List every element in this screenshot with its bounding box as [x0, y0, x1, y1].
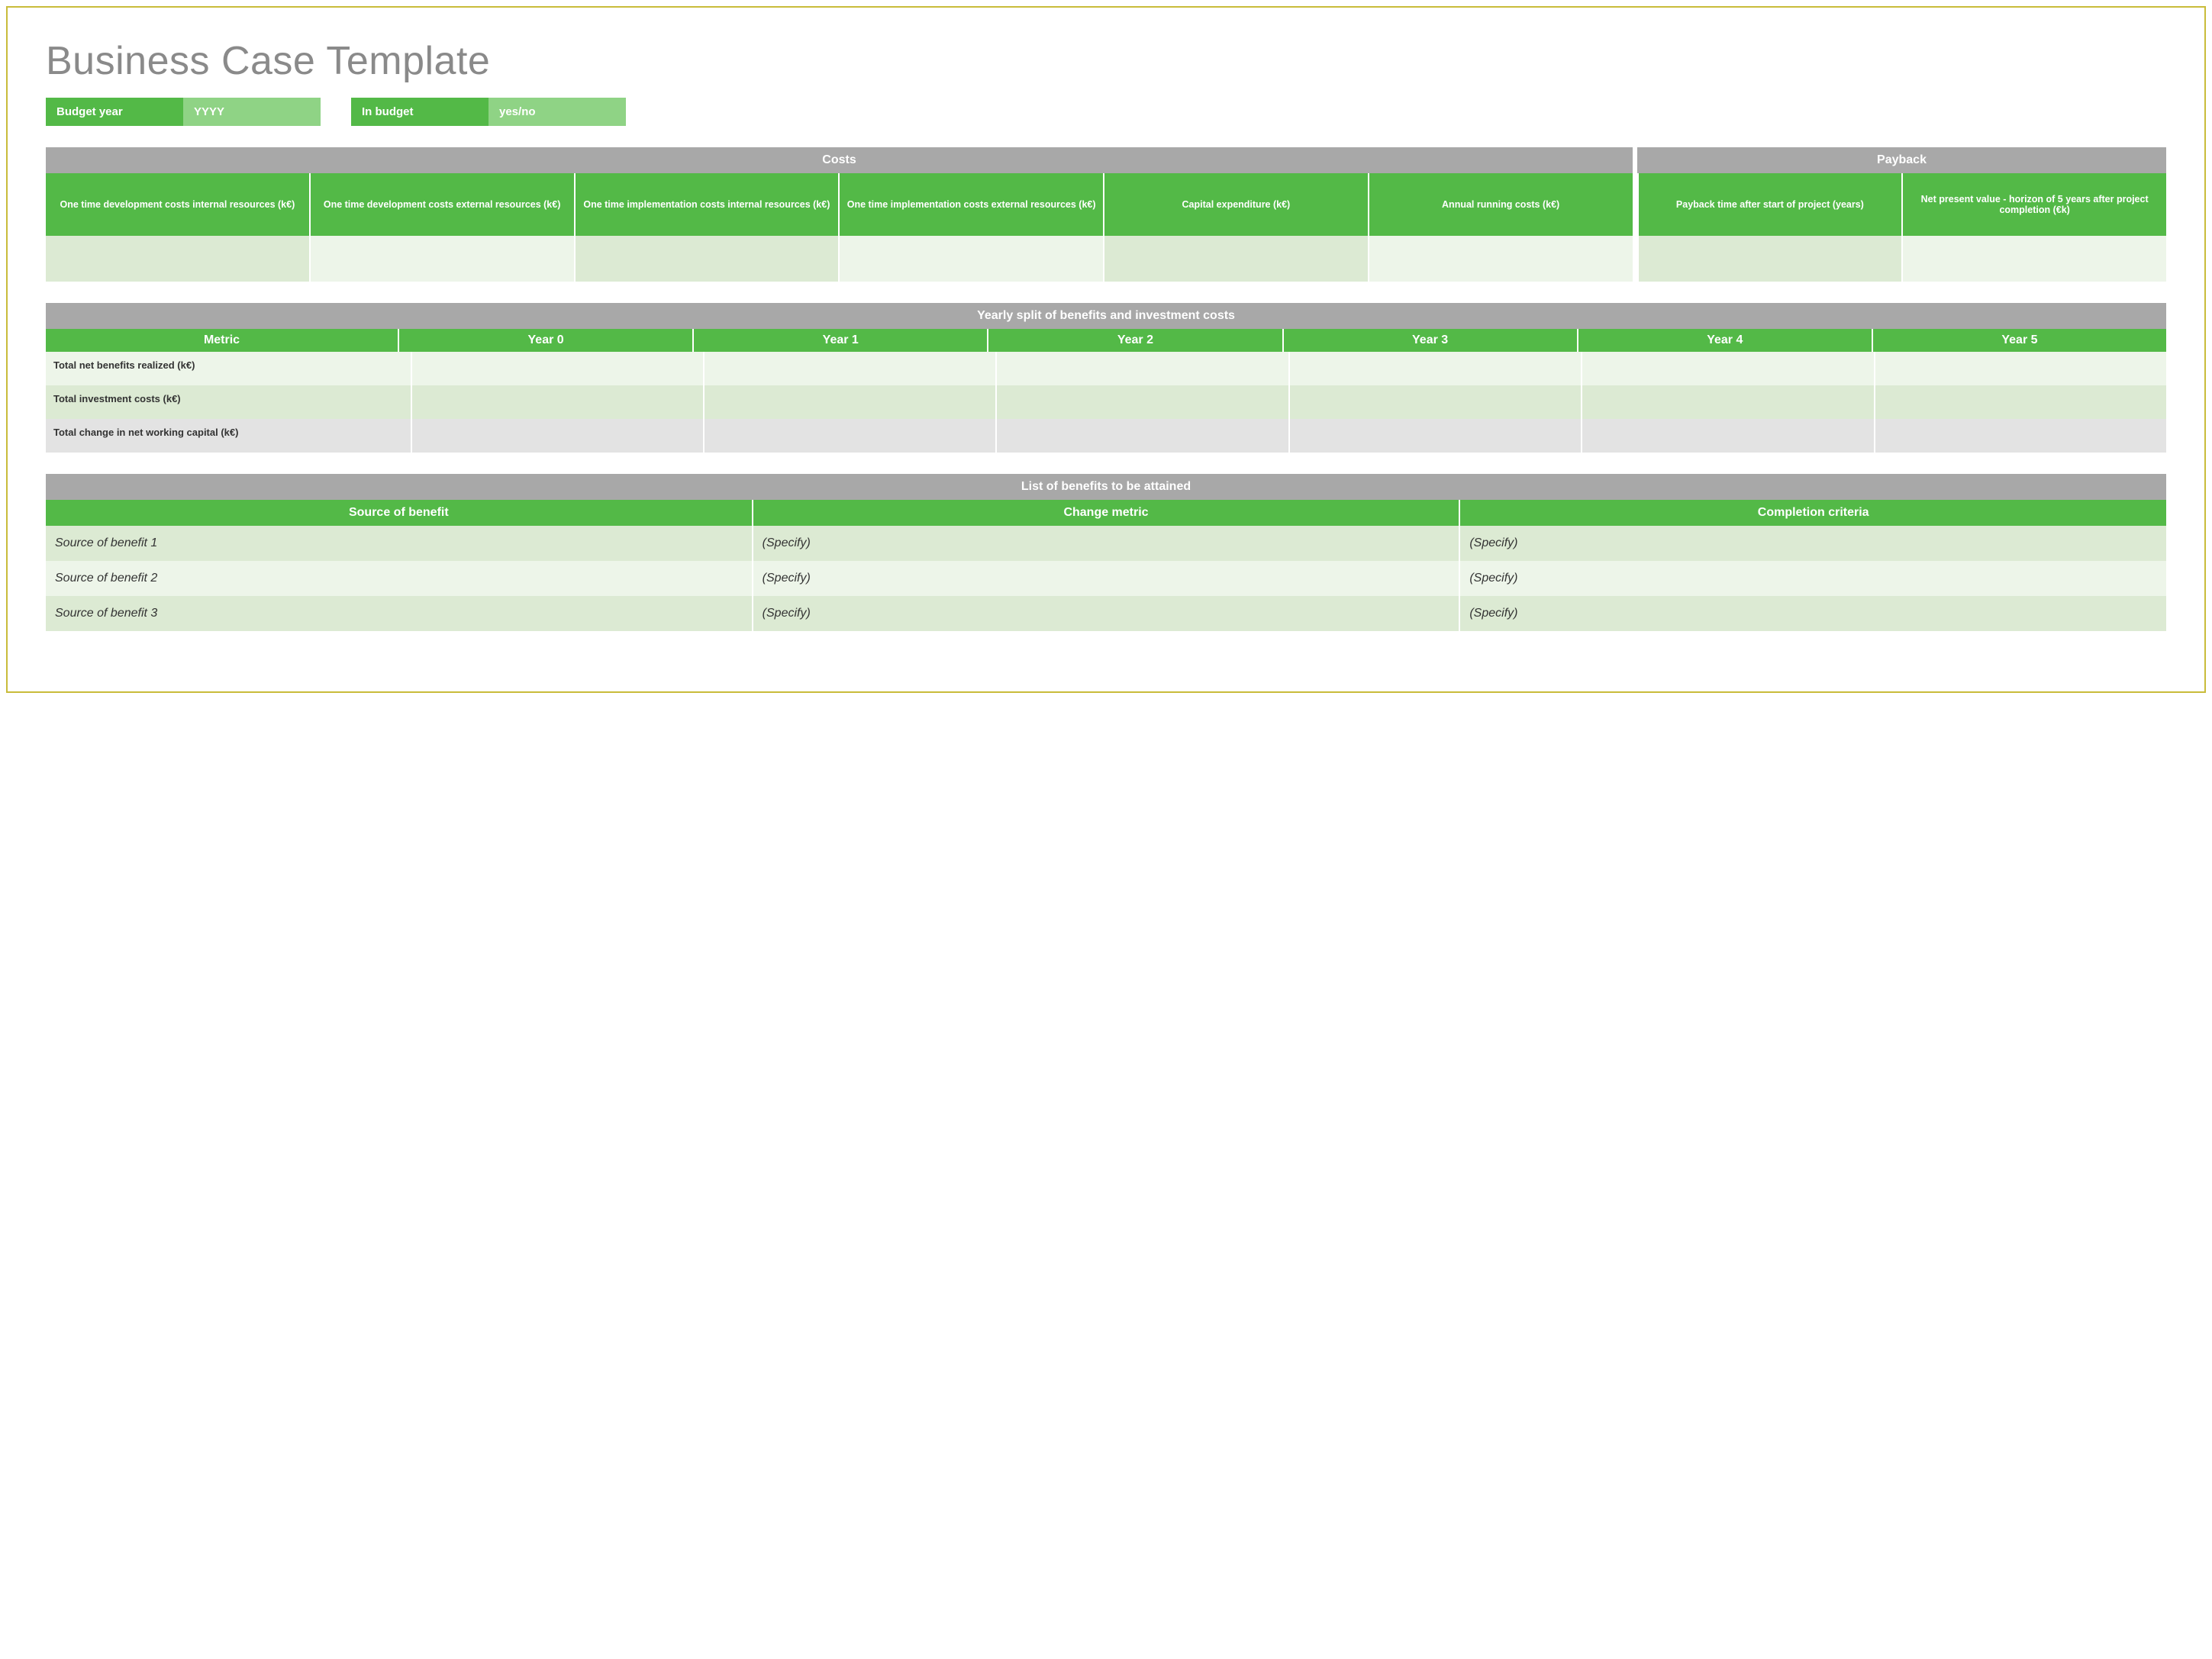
yr-r0-c5[interactable] — [1875, 352, 2166, 385]
payback-col-1: Net present value - horizon of 5 years a… — [1903, 173, 2166, 236]
yr-col-2: Year 2 — [988, 329, 1283, 352]
page-border: Business Case Template Budget year YYYY … — [6, 6, 2206, 693]
yearly-columns-row: Metric Year 0 Year 1 Year 2 Year 3 Year … — [46, 329, 2166, 352]
cost-val-5[interactable] — [1369, 236, 1634, 282]
benefits-columns-row: Source of benefit Change metric Completi… — [46, 500, 2166, 526]
yearly-split-header: Yearly split of benefits and investment … — [46, 303, 2166, 329]
yr-r2-c5[interactable] — [1875, 419, 2166, 453]
yearly-row-0: Total net benefits realized (k€) — [46, 352, 2166, 385]
cost-val-2[interactable] — [576, 236, 840, 282]
in-budget-value[interactable]: yes/no — [489, 98, 626, 126]
costs-columns-row: One time development costs internal reso… — [46, 173, 2166, 236]
yr-col-0: Year 0 — [399, 329, 694, 352]
payback-col-0: Payback time after start of project (yea… — [1639, 173, 1904, 236]
ben-r1-metric[interactable]: (Specify) — [753, 561, 1461, 596]
in-budget-label: In budget — [351, 98, 489, 126]
ben-r0-source[interactable]: Source of benefit 1 — [46, 526, 753, 561]
yr-r1-c2[interactable] — [997, 385, 1289, 419]
costs-payback-header: Costs Payback — [46, 147, 2166, 173]
yr-row-0-label: Total net benefits realized (k€) — [46, 352, 412, 385]
benefit-row-0: Source of benefit 1 (Specify) (Specify) — [46, 526, 2166, 561]
yearly-row-1: Total investment costs (k€) — [46, 385, 2166, 419]
yr-col-3: Year 3 — [1284, 329, 1578, 352]
cost-col-2: One time implementation costs internal r… — [576, 173, 840, 236]
yr-r1-c5[interactable] — [1875, 385, 2166, 419]
yr-r0-c1[interactable] — [705, 352, 997, 385]
info-row: Budget year YYYY In budget yes/no — [46, 98, 2166, 126]
costs-data-row — [46, 236, 2166, 282]
ben-col-1: Change metric — [753, 500, 1461, 526]
costs-header: Costs — [46, 147, 1633, 173]
yr-col-metric: Metric — [46, 329, 399, 352]
ben-r2-metric[interactable]: (Specify) — [753, 596, 1461, 631]
cost-col-4: Capital expenditure (k€) — [1104, 173, 1369, 236]
cost-col-0: One time development costs internal reso… — [46, 173, 311, 236]
ben-r0-criteria[interactable]: (Specify) — [1460, 526, 2166, 561]
ben-r1-source[interactable]: Source of benefit 2 — [46, 561, 753, 596]
yr-r1-c3[interactable] — [1290, 385, 1582, 419]
yr-r1-c0[interactable] — [412, 385, 705, 419]
yr-row-1-label: Total investment costs (k€) — [46, 385, 412, 419]
yr-r2-c4[interactable] — [1582, 419, 1875, 453]
ben-r2-criteria[interactable]: (Specify) — [1460, 596, 2166, 631]
cost-col-1: One time development costs external reso… — [311, 173, 576, 236]
info-gap — [321, 98, 351, 126]
yr-r0-c4[interactable] — [1582, 352, 1875, 385]
yr-r2-c0[interactable] — [412, 419, 705, 453]
benefit-row-1: Source of benefit 2 (Specify) (Specify) — [46, 561, 2166, 596]
cost-val-4[interactable] — [1104, 236, 1369, 282]
yr-r0-c2[interactable] — [997, 352, 1289, 385]
payback-val-0[interactable] — [1639, 236, 1904, 282]
ben-r2-source[interactable]: Source of benefit 3 — [46, 596, 753, 631]
budget-year-value[interactable]: YYYY — [183, 98, 321, 126]
cost-val-3[interactable] — [840, 236, 1104, 282]
benefits-header: List of benefits to be attained — [46, 474, 2166, 500]
yearly-row-2: Total change in net working capital (k€) — [46, 419, 2166, 453]
ben-r1-criteria[interactable]: (Specify) — [1460, 561, 2166, 596]
payback-header: Payback — [1637, 147, 2166, 173]
yr-col-1: Year 1 — [694, 329, 988, 352]
cost-val-0[interactable] — [46, 236, 311, 282]
yr-r0-c3[interactable] — [1290, 352, 1582, 385]
cost-col-3: One time implementation costs external r… — [840, 173, 1104, 236]
yr-r2-c1[interactable] — [705, 419, 997, 453]
yr-col-5: Year 5 — [1873, 329, 2166, 352]
yr-r2-c2[interactable] — [997, 419, 1289, 453]
yr-col-4: Year 4 — [1578, 329, 1873, 352]
yr-row-2-label: Total change in net working capital (k€) — [46, 419, 412, 453]
budget-year-label: Budget year — [46, 98, 183, 126]
yr-r1-c4[interactable] — [1582, 385, 1875, 419]
ben-col-2: Completion criteria — [1460, 500, 2166, 526]
cost-col-5: Annual running costs (k€) — [1369, 173, 1634, 236]
yr-r0-c0[interactable] — [412, 352, 705, 385]
yr-r1-c1[interactable] — [705, 385, 997, 419]
payback-val-1[interactable] — [1903, 236, 2166, 282]
benefit-row-2: Source of benefit 3 (Specify) (Specify) — [46, 596, 2166, 631]
ben-col-0: Source of benefit — [46, 500, 753, 526]
page-title: Business Case Template — [46, 38, 2166, 84]
cost-val-1[interactable] — [311, 236, 576, 282]
yr-r2-c3[interactable] — [1290, 419, 1582, 453]
ben-r0-metric[interactable]: (Specify) — [753, 526, 1461, 561]
